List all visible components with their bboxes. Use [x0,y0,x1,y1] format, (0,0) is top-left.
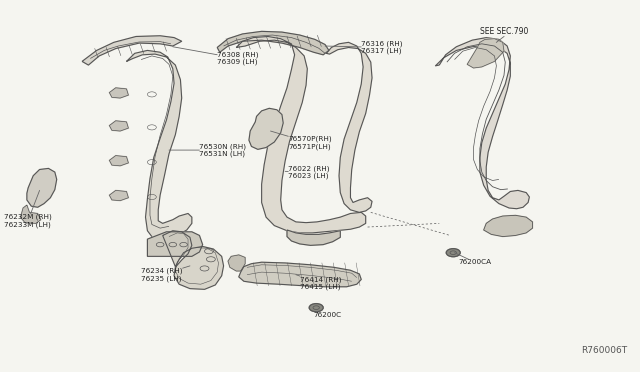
Polygon shape [236,36,365,233]
Polygon shape [228,255,245,271]
Polygon shape [435,38,529,209]
Polygon shape [467,39,504,68]
Text: 76414 (RH)
76415 (LH): 76414 (RH) 76415 (LH) [296,275,341,290]
Circle shape [309,304,323,312]
Polygon shape [326,42,372,212]
Polygon shape [147,232,203,256]
Polygon shape [287,230,340,246]
Text: 76316 (RH)
76317 (LH): 76316 (RH) 76317 (LH) [325,41,403,54]
Polygon shape [239,262,361,287]
Text: SEE SEC.790: SEE SEC.790 [480,27,528,36]
Polygon shape [109,155,129,166]
Text: 76234 (RH)
76235 (LH): 76234 (RH) 76235 (LH) [141,266,190,282]
Text: 76308 (RH)
76309 (LH): 76308 (RH) 76309 (LH) [173,47,259,65]
Polygon shape [127,51,192,239]
Text: 76232M (RH)
76233M (LH): 76232M (RH) 76233M (LH) [4,190,52,228]
Polygon shape [82,36,182,65]
Polygon shape [109,88,129,98]
Text: 76200CA: 76200CA [454,253,492,265]
Polygon shape [109,121,129,131]
Polygon shape [109,190,129,201]
Polygon shape [27,169,57,207]
Polygon shape [484,215,532,237]
Text: R760006T: R760006T [582,346,628,355]
Polygon shape [20,205,41,223]
Circle shape [446,248,460,257]
Text: 76530N (RH)
76531N (LH): 76530N (RH) 76531N (LH) [169,143,246,157]
Text: 76570P(RH)
76571P(LH): 76570P(RH) 76571P(LH) [271,131,332,150]
Text: 76022 (RH)
76023 (LH): 76022 (RH) 76023 (LH) [285,165,330,179]
Polygon shape [163,231,223,289]
Polygon shape [249,108,284,149]
Text: 76200C: 76200C [314,311,342,318]
Polygon shape [217,31,329,55]
